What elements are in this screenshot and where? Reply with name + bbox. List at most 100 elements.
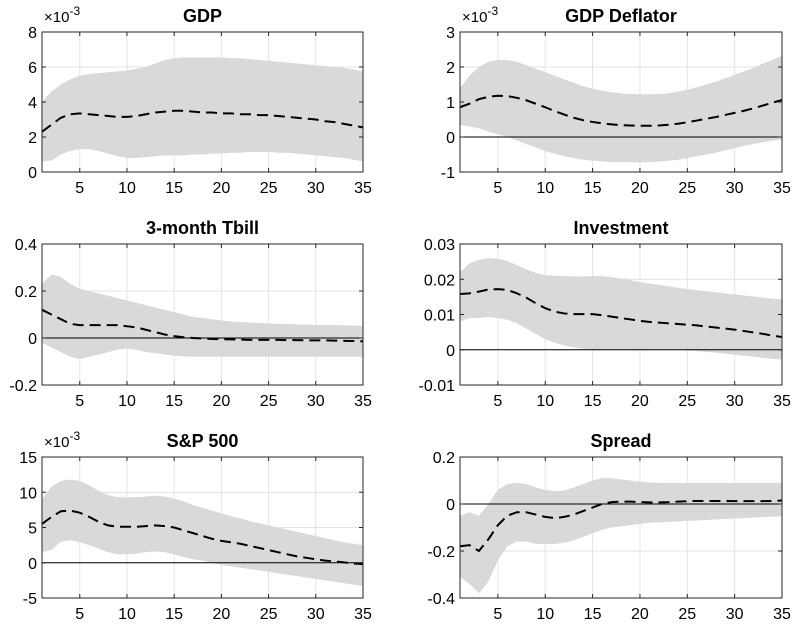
exponent-base: ×10 — [44, 434, 69, 451]
x-tick-label: 25 — [260, 393, 278, 410]
panel-1: 5 10 15 20 25 30 35 -1 0 1 2 3 ×10-3 GDP Deflator — [441, 4, 791, 197]
y-tick-label: -0.01 — [419, 378, 456, 395]
y-tick-label: -1 — [441, 165, 455, 182]
confidence-band — [460, 258, 782, 360]
x-tick-label: 5 — [493, 180, 502, 197]
x-tick-label: 25 — [678, 606, 696, 623]
axes-box — [41, 243, 364, 386]
x-tick-label: 20 — [212, 606, 230, 623]
x-tick-label: 30 — [307, 393, 325, 410]
y-tick-label: 15 — [19, 450, 37, 467]
x-tick-label: 15 — [584, 606, 602, 623]
x-tick-label: 5 — [75, 393, 84, 410]
x-tick-label: 35 — [773, 606, 791, 623]
y-tick-label: 3 — [446, 25, 455, 42]
x-tick-label: 30 — [726, 393, 744, 410]
y-tick-label: 10 — [19, 485, 37, 502]
y-tick-label: 0.2 — [433, 450, 455, 467]
panel-title: GDP — [183, 6, 222, 26]
panel-title: 3-month Tbill — [146, 218, 259, 238]
response-line — [459, 94, 783, 127]
x-tick-label: 5 — [75, 606, 84, 623]
axes-box — [459, 456, 783, 599]
y-tick-label: 2 — [446, 60, 455, 77]
x-tick-label: 35 — [354, 180, 372, 197]
x-tick-label: 15 — [584, 180, 602, 197]
panel-title: Spread — [590, 431, 651, 451]
x-tick-label: 35 — [773, 180, 791, 197]
exponent-power: -3 — [69, 429, 80, 443]
y-tick-label: 0.01 — [424, 308, 455, 325]
x-tick-label: 25 — [678, 180, 696, 197]
panel-title: S&P 500 — [167, 431, 239, 451]
y-tick-label: 0 — [446, 497, 455, 514]
exponent-power: -3 — [69, 4, 80, 18]
y-exponent-label: ×10-3 — [462, 4, 498, 26]
y-tick-label: 8 — [28, 25, 37, 42]
y-tick-label: 4 — [28, 95, 37, 112]
response-line — [41, 109, 364, 133]
exponent-base: ×10 — [44, 9, 69, 26]
x-tick-label: 25 — [678, 393, 696, 410]
exponent-base: ×10 — [462, 9, 487, 26]
y-tick-label: 2 — [28, 130, 37, 147]
x-tick-label: 10 — [118, 180, 136, 197]
response-line — [459, 288, 783, 339]
y-tick-label: 0.03 — [424, 237, 455, 254]
x-tick-label: 35 — [773, 393, 791, 410]
y-tick-label: -0.2 — [9, 378, 37, 395]
x-tick-label: 35 — [354, 606, 372, 623]
x-tick-label: 10 — [536, 180, 554, 197]
confidence-band — [42, 479, 363, 587]
response-line — [459, 499, 783, 553]
panel-3: 5 10 15 20 25 30 35 -0.01 0 0.01 0.02 0.03 Investmen… — [419, 218, 791, 410]
panel-title: GDP Deflator — [565, 6, 677, 26]
x-tick-label: 25 — [260, 606, 278, 623]
y-tick-label: -5 — [23, 591, 37, 608]
y-tick-label: 0.4 — [15, 237, 37, 254]
panel-5: 5 10 15 20 25 30 35 -0.4 -0.2 0 0.2 Spread — [427, 431, 791, 623]
x-tick-label: 25 — [260, 180, 278, 197]
x-tick-label: 15 — [165, 180, 183, 197]
x-tick-label: 35 — [354, 393, 372, 410]
x-tick-label: 5 — [493, 393, 502, 410]
x-tick-label: 20 — [631, 393, 649, 410]
x-tick-label: 30 — [307, 180, 325, 197]
x-tick-label: 10 — [536, 606, 554, 623]
confidence-band — [460, 478, 782, 594]
y-exponent-label: ×10-3 — [44, 429, 80, 451]
x-tick-label: 10 — [536, 393, 554, 410]
exponent-power: -3 — [487, 4, 498, 18]
x-tick-label: 30 — [307, 606, 325, 623]
panel-2: 5 10 15 20 25 30 35 -0.2 0 0.2 0.4 3-month Tbill — [9, 218, 372, 410]
x-tick-label: 20 — [631, 606, 649, 623]
x-tick-label: 20 — [212, 180, 230, 197]
x-tick-label: 15 — [165, 393, 183, 410]
confidence-band — [42, 57, 363, 162]
x-tick-label: 30 — [726, 180, 744, 197]
x-tick-label: 5 — [493, 606, 502, 623]
x-tick-label: 15 — [584, 393, 602, 410]
y-tick-label: 0 — [446, 343, 455, 360]
confidence-band — [460, 55, 782, 163]
y-tick-label: 1 — [446, 95, 455, 112]
panel-4: 5 10 15 20 25 30 35 -5 0 5 10 15 ×10-3 S&P 500 — [19, 429, 372, 623]
y-tick-label: -0.4 — [427, 591, 455, 608]
y-tick-label: 0 — [28, 556, 37, 573]
y-exponent-label: ×10-3 — [44, 4, 80, 26]
panel-title: Investment — [573, 218, 668, 238]
y-tick-label: 6 — [28, 60, 37, 77]
response-line — [41, 308, 364, 343]
y-tick-label: 5 — [28, 521, 37, 538]
y-tick-label: 0 — [28, 331, 37, 348]
y-tick-label: 0 — [446, 130, 455, 147]
y-tick-label: 0.02 — [424, 272, 455, 289]
y-tick-label: -0.2 — [427, 544, 455, 561]
y-tick-label: 0 — [28, 165, 37, 182]
x-tick-label: 20 — [631, 180, 649, 197]
x-tick-label: 10 — [118, 393, 136, 410]
panel-0: 5 10 15 20 25 30 35 0 2 4 6 8 ×10-3 GDP — [28, 4, 372, 197]
response-line — [41, 509, 364, 566]
x-tick-label: 10 — [118, 606, 136, 623]
